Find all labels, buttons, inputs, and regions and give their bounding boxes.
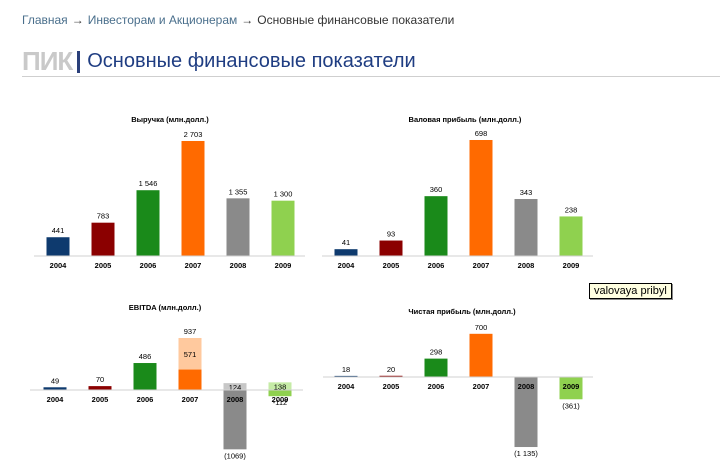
bar-2009 xyxy=(268,390,292,397)
bar-2009 xyxy=(271,200,295,256)
bar-2004 xyxy=(46,237,70,256)
segment-label-2007: 571 xyxy=(184,350,197,359)
x-tick-label-2005: 2005 xyxy=(92,395,109,404)
value-label-2006: 360 xyxy=(430,185,443,194)
bar-segment-2009 xyxy=(268,382,292,390)
bar-2006 xyxy=(424,196,448,256)
value-label-2004: 49 xyxy=(51,376,59,385)
bar-2007 xyxy=(181,140,205,256)
value-label-2009: (361) xyxy=(562,401,580,410)
bar-2009 xyxy=(559,216,583,256)
chart-title: Чистая прибыль (млн.долл.) xyxy=(408,307,516,316)
breadcrumb-investors-link[interactable]: Инвесторам и Акционерам xyxy=(87,13,238,27)
bar-segment-2007 xyxy=(178,337,202,370)
value-label-2004: 441 xyxy=(52,226,65,235)
bar-2004 xyxy=(334,249,358,256)
bar-segment-2008 xyxy=(223,383,247,390)
value-label-2005: 70 xyxy=(96,375,104,384)
bar-2004 xyxy=(334,375,358,377)
x-tick-label-2009: 2009 xyxy=(272,395,289,404)
x-tick-label-2006: 2006 xyxy=(428,261,445,270)
x-tick-label-2006: 2006 xyxy=(137,395,154,404)
company-logo: ПИК xyxy=(22,46,73,76)
x-tick-label-2004: 2004 xyxy=(338,382,356,391)
x-tick-label-2008: 2008 xyxy=(230,261,247,270)
x-tick-label-2004: 2004 xyxy=(338,261,356,270)
value-label-2004: 18 xyxy=(342,365,350,374)
value-label-2009: 238 xyxy=(565,205,578,214)
value-label-2008: (1069) xyxy=(224,451,246,460)
value-label-2005: 783 xyxy=(97,212,110,221)
value-label-2008: 1 355 xyxy=(229,187,248,196)
chart-title: Выручка (млн.долл.) xyxy=(131,115,209,124)
value-label-2007: 2 703 xyxy=(184,130,203,139)
x-tick-label-2005: 2005 xyxy=(383,382,400,391)
x-tick-label-2009: 2009 xyxy=(563,261,580,270)
x-tick-label-2008: 2008 xyxy=(518,261,535,270)
x-tick-label-2005: 2005 xyxy=(383,261,400,270)
value-label-2007: 700 xyxy=(475,323,488,332)
page-header: ПИК Основные финансовые показатели xyxy=(22,46,416,77)
value-label-2009: -112 xyxy=(273,398,287,407)
value-label-2007: 937 xyxy=(184,327,197,336)
title-divider xyxy=(22,76,720,77)
x-tick-label-2006: 2006 xyxy=(428,382,445,391)
bar-2005 xyxy=(379,375,403,377)
chart-title: EBITDA (млн.долл.) xyxy=(129,303,202,312)
x-tick-label-2007: 2007 xyxy=(185,261,202,270)
bar-2006 xyxy=(136,190,160,256)
x-tick-label-2006: 2006 xyxy=(140,261,157,270)
x-tick-label-2007: 2007 xyxy=(473,382,490,391)
x-tick-label-2008: 2008 xyxy=(518,382,535,391)
value-label-2007: 698 xyxy=(475,129,488,138)
breadcrumb-separator: → xyxy=(71,13,84,27)
bar-2007 xyxy=(469,139,493,256)
bar-2007 xyxy=(469,333,493,377)
bar-2008 xyxy=(514,377,538,448)
value-label-2004: 41 xyxy=(342,238,350,247)
bar-2006 xyxy=(424,358,448,377)
breadcrumb-home-link[interactable]: Главная xyxy=(22,13,68,27)
bar-2005 xyxy=(379,240,403,256)
value-label-2008: (1 135) xyxy=(514,449,538,458)
x-tick-label-2004: 2004 xyxy=(50,261,68,270)
bar-2005 xyxy=(88,386,112,390)
bar-2008 xyxy=(514,198,538,256)
value-label-2006: 1 546 xyxy=(139,179,158,188)
page-title: Основные финансовые показатели xyxy=(87,50,416,72)
logo-divider xyxy=(77,50,81,73)
value-label-2005: 20 xyxy=(387,365,395,374)
breadcrumb: Главная → Инвесторам и Акционерам → Основные… xyxy=(22,13,454,27)
value-label-2009: 1 300 xyxy=(274,190,293,199)
chart-title: Валовая прибыль (млн.долл.) xyxy=(409,115,522,124)
bar-2009 xyxy=(559,377,583,400)
bar-2008 xyxy=(226,198,250,256)
x-tick-label-2004: 2004 xyxy=(47,395,65,404)
tooltip: valovaya pribyl xyxy=(589,283,672,299)
bar-2005 xyxy=(91,222,115,256)
x-tick-label-2007: 2007 xyxy=(182,395,199,404)
x-tick-label-2009: 2009 xyxy=(275,261,292,270)
bar-2004 xyxy=(43,387,67,390)
breadcrumb-current: Основные финансовые показатели xyxy=(257,13,455,27)
breadcrumb-separator: → xyxy=(241,13,254,27)
bar-2006 xyxy=(133,363,157,390)
value-label-2006: 486 xyxy=(139,352,152,361)
segment-label-2009: 138 xyxy=(274,382,287,391)
x-tick-label-2007: 2007 xyxy=(473,261,490,270)
bar-2008 xyxy=(223,390,247,450)
segment-label-2008: 124 xyxy=(229,383,242,392)
value-label-2005: 93 xyxy=(387,230,395,239)
x-tick-label-2005: 2005 xyxy=(95,261,112,270)
value-label-2006: 298 xyxy=(430,348,443,357)
x-tick-label-2008: 2008 xyxy=(227,395,244,404)
x-tick-label-2009: 2009 xyxy=(563,382,580,391)
bar-lower-2007 xyxy=(178,369,202,390)
value-label-2008: 343 xyxy=(520,188,533,197)
